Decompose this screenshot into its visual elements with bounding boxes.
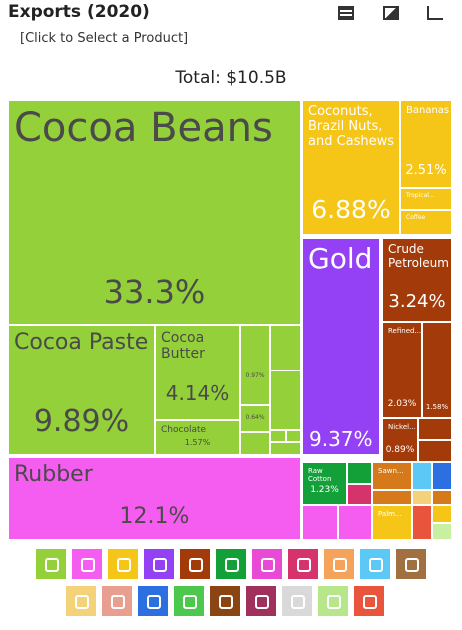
tile-value: 1.58% (425, 403, 449, 411)
treemap: Cocoa Beans 33.3% Cocoa Paste 9.89% Cocoa Bu… (8, 100, 452, 540)
tile[interactable] (270, 370, 301, 430)
category-icon[interactable] (65, 585, 97, 617)
tile-value: 3.24% (388, 291, 446, 312)
total-label: Total: $10.5B (175, 68, 287, 88)
tile-label: Raw Cotton (308, 467, 332, 484)
category-icon[interactable] (251, 548, 283, 580)
category-icon[interactable] (137, 585, 169, 617)
tile-label: Rubber (14, 462, 93, 487)
tile[interactable]: Palm... (372, 505, 412, 540)
tile[interactable]: Sawn... (372, 462, 412, 490)
tile-label: Crude Petroleum (388, 242, 449, 270)
category-icon[interactable] (209, 585, 241, 617)
tile[interactable]: Rubber 12.1% (8, 457, 301, 540)
tile[interactable] (418, 418, 452, 440)
tile[interactable]: Coffee (400, 210, 452, 235)
tile[interactable] (412, 462, 432, 490)
category-icon[interactable] (317, 585, 349, 617)
tile[interactable] (270, 430, 286, 442)
tile[interactable] (372, 490, 412, 505)
tile[interactable]: Gold 9.37% (302, 238, 380, 455)
tile[interactable] (270, 442, 301, 455)
tile[interactable] (347, 484, 372, 505)
tile[interactable]: Tropical... (400, 188, 452, 210)
tile[interactable]: 1.58% (422, 322, 452, 418)
tile[interactable]: Bananas 2.51% (400, 100, 452, 188)
tile-label: Cocoa Paste (14, 330, 149, 355)
category-icon[interactable] (395, 548, 427, 580)
tile[interactable] (432, 523, 452, 540)
tile[interactable]: Chocolate 1.57% (155, 420, 240, 455)
tile-label: Sawn... (378, 467, 404, 475)
category-icon[interactable] (215, 548, 247, 580)
tile-label: Tropical... (406, 192, 435, 199)
category-icon[interactable] (245, 585, 277, 617)
category-icon[interactable] (359, 548, 391, 580)
tile[interactable]: Raw Cotton 1.23% (302, 462, 347, 505)
tile[interactable]: Cocoa Beans 33.3% (8, 100, 301, 325)
tile[interactable] (240, 432, 270, 455)
tile[interactable] (338, 505, 372, 540)
category-icon[interactable] (179, 548, 211, 580)
tile[interactable]: 0.64% (240, 405, 270, 432)
category-icon[interactable] (281, 585, 313, 617)
tile-value: 0.97% (245, 372, 265, 379)
tile-label: Bananas (406, 105, 450, 116)
tile[interactable]: Coconuts, Brazil Nuts, and Cashews 6.88% (302, 100, 400, 235)
tile-label: Cocoa Beans (14, 105, 273, 151)
category-icon[interactable] (173, 585, 205, 617)
tile[interactable]: Refined... 2.03% (382, 322, 422, 418)
tile-label: Chocolate (161, 425, 207, 435)
tile[interactable]: 0.97% (240, 325, 270, 405)
tile[interactable] (412, 505, 432, 540)
tile-label: Nickel... (388, 423, 416, 431)
tile[interactable] (432, 490, 452, 505)
tile-value: 1.23% (310, 485, 339, 495)
category-icon[interactable] (287, 548, 319, 580)
tile[interactable]: Cocoa Paste 9.89% (8, 325, 155, 455)
tile[interactable]: Cocoa Butter 4.14% (155, 325, 240, 420)
tile-label: Gold (308, 242, 373, 275)
tile[interactable] (302, 505, 338, 540)
tile-label: Palm... (378, 510, 402, 518)
category-icon[interactable] (107, 548, 139, 580)
tile[interactable] (412, 490, 432, 505)
tile-value: 2.03% (387, 399, 417, 409)
table-button[interactable] (338, 6, 354, 20)
tile-label: Coffee (406, 214, 426, 221)
tile-value: 9.89% (33, 404, 130, 439)
tile-label: Cocoa Butter (161, 330, 205, 363)
category-icon[interactable] (323, 548, 355, 580)
tile[interactable] (432, 462, 452, 490)
category-icon[interactable] (353, 585, 385, 617)
tile-value: 1.57% (184, 438, 211, 447)
tile[interactable] (418, 440, 452, 462)
tile-value: 12.1% (119, 504, 190, 529)
category-icon[interactable] (35, 548, 67, 580)
image-button[interactable] (383, 6, 399, 20)
category-icon[interactable] (143, 548, 175, 580)
tile-label: Refined... (388, 327, 422, 335)
tile-value: 2.51% (405, 163, 447, 178)
tile-value: 4.14% (165, 381, 230, 405)
tile-value: 0.89% (385, 445, 415, 455)
tile[interactable] (286, 430, 301, 442)
tile-value: 6.88% (311, 195, 391, 224)
tile-value: 0.64% (245, 414, 265, 421)
chart-title: Exports (2020) (8, 2, 150, 22)
tile[interactable] (347, 462, 372, 484)
tile-label: Coconuts, Brazil Nuts, and Cashews (308, 104, 395, 149)
tile[interactable] (432, 505, 452, 523)
category-icon[interactable] (71, 548, 103, 580)
chart-subtitle[interactable]: [Click to Select a Product] (20, 31, 189, 46)
tile[interactable]: Crude Petroleum 3.24% (382, 238, 452, 322)
category-icon[interactable] (101, 585, 133, 617)
tile[interactable]: Nickel... 0.89% (382, 418, 418, 462)
tile-value: 9.37% (309, 427, 373, 451)
tile-value: 33.3% (103, 273, 206, 311)
share-button[interactable] (427, 6, 443, 20)
